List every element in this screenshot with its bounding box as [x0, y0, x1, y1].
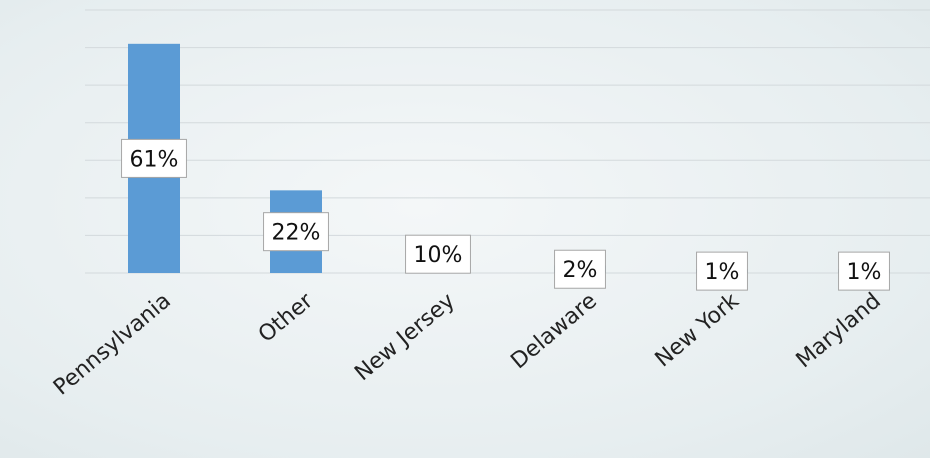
data-label-text: 1%	[705, 260, 740, 285]
x-tick-label: New Jersey	[350, 288, 460, 386]
data-label-text: 22%	[272, 221, 321, 246]
x-tick-label: New York	[651, 288, 744, 372]
data-label: 10%	[405, 234, 471, 274]
data-label: 22%	[263, 212, 329, 252]
data-label-box	[554, 249, 606, 289]
data-label-box	[838, 251, 890, 291]
data-label-box	[405, 234, 471, 274]
data-label-text: 10%	[414, 243, 463, 268]
x-tick-label: Other	[254, 288, 319, 348]
data-label-box	[121, 138, 187, 178]
data-label-box	[263, 212, 329, 252]
x-tick-label: Maryland	[792, 288, 886, 373]
data-label-text: 61%	[130, 147, 179, 172]
data-label-text: 1%	[847, 260, 882, 285]
data-label: 61%	[121, 138, 187, 178]
data-label-text: 2%	[563, 258, 598, 283]
data-label: 2%	[554, 249, 606, 289]
x-tick-label: Delaware	[506, 288, 601, 374]
data-label: 1%	[838, 251, 890, 291]
data-label-box	[696, 251, 748, 291]
x-tick-label: Pennsylvania	[49, 288, 176, 400]
data-label: 1%	[696, 251, 748, 291]
